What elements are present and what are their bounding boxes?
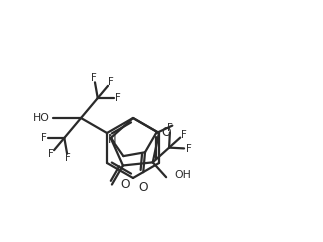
Text: O: O: [161, 126, 171, 139]
Text: F: F: [65, 153, 71, 163]
Text: O: O: [139, 181, 148, 194]
Text: HO: HO: [33, 113, 50, 123]
Text: F: F: [41, 133, 47, 143]
Text: O: O: [120, 178, 130, 191]
Text: F: F: [181, 129, 186, 140]
Text: F: F: [186, 144, 192, 154]
Text: F: F: [108, 77, 114, 87]
Text: N: N: [107, 133, 116, 146]
Text: F: F: [115, 93, 121, 103]
Text: OH: OH: [174, 170, 191, 180]
Text: F: F: [167, 123, 173, 133]
Text: F: F: [91, 73, 97, 83]
Text: F: F: [48, 149, 54, 159]
